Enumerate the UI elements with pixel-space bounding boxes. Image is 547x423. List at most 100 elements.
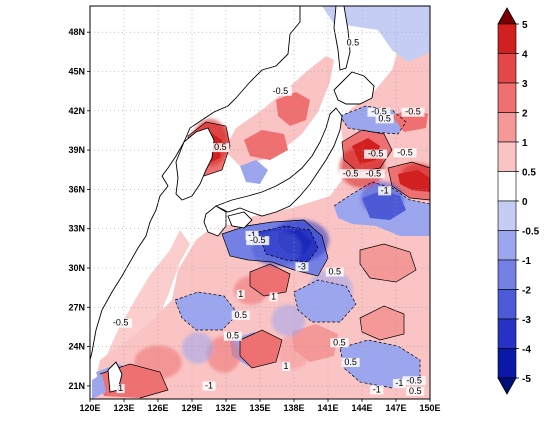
contour-label-bg — [231, 310, 250, 320]
contour-label: -0.5 — [405, 107, 421, 117]
contour-label: -1 — [373, 384, 381, 394]
y-tick-label: 30N — [68, 263, 85, 273]
contour-label-bg — [343, 38, 362, 48]
x-tick-label: 138E — [283, 403, 304, 413]
y-tick-label: 27N — [68, 302, 85, 312]
contour-label: -1 — [205, 381, 213, 391]
contour-label-bg — [370, 385, 384, 395]
contour-label-bg — [341, 357, 360, 367]
contour-label-bg — [401, 107, 425, 117]
contour-label-bg — [330, 338, 349, 348]
y-tick-label: 48N — [68, 27, 85, 37]
x-axis-ticks: 120E 123E 126E 129E 132E 135E 138E 141E 144E 147E… — [79, 399, 441, 413]
southern-negative-swirl-a — [175, 292, 238, 330]
contour-label-bg — [378, 186, 392, 196]
contour-label: 1 — [271, 291, 276, 301]
colorbar-bottom-arrow — [497, 377, 517, 395]
contour-label: 0.5 — [347, 37, 360, 47]
land-masses — [90, 6, 375, 393]
contour-label: -1 — [395, 378, 403, 388]
land-asia-mainland — [90, 6, 301, 361]
colorbar-tick-label: -4 — [522, 345, 531, 356]
contour-label: -0.5 — [368, 149, 384, 159]
contour-line-pocket-a — [249, 263, 291, 297]
colorbar-tick-label: -1 — [522, 256, 531, 267]
contour-label: 1 — [284, 361, 289, 371]
contour-label-bg — [392, 378, 406, 388]
contour-label-bg — [325, 267, 344, 277]
contour-line-east — [387, 161, 430, 201]
contour-label-bg — [246, 236, 270, 246]
contour-line-south-japan — [221, 219, 329, 277]
x-tick-label: 132E — [215, 403, 236, 413]
anomaly-blob-9 — [206, 336, 241, 373]
contour-label-bg — [295, 262, 309, 272]
contour-label: 0.5 — [344, 357, 357, 367]
contour-label: 1 — [118, 383, 123, 393]
contour-label-bg — [202, 381, 216, 391]
contour-label-bg — [245, 230, 259, 240]
anomaly-blob-12 — [181, 332, 214, 364]
land-japan-honshu — [214, 107, 343, 217]
colorbar-segment — [497, 259, 517, 290]
contour-lines — [99, 105, 430, 399]
land-japan-shikoku — [227, 211, 253, 229]
contour-label: 0.5 — [409, 386, 422, 396]
southern-positive-pocket-f — [360, 244, 416, 282]
y-tick-label: 42N — [68, 106, 85, 116]
x-tick-label: 126E — [147, 403, 168, 413]
colorbar-segment — [497, 112, 517, 143]
x-tick-label: 150E — [419, 403, 440, 413]
colorbar-tick-label: 0.5 — [522, 168, 536, 179]
colorbar-segment — [497, 348, 517, 379]
contour-labels: 0.5-0.50.5-0.5 -0.50.5-0.5 -0.5-0.5 -0.5-1-… — [109, 37, 426, 396]
y-axis-ticks: 21N 24N 27N 30N 33N 36N 39N 42N 45N 48N — [68, 27, 90, 391]
colorbar-tick-label: 3 — [522, 79, 528, 90]
contour-line-south-japan-inner — [257, 225, 319, 263]
anomaly-blob-11 — [352, 346, 408, 386]
anomaly-blob-14 — [271, 304, 306, 337]
contour-label-bg — [393, 148, 417, 158]
colorbar-tick-label: 2 — [522, 109, 528, 120]
contour-label: -0.5 — [273, 86, 289, 96]
contour-line-pocket-f — [359, 243, 417, 283]
colorbar-tick-label: 4 — [522, 50, 528, 61]
contour-label-bg — [364, 149, 388, 159]
contour-label-bg — [223, 331, 242, 341]
contour-label: -1 — [381, 185, 389, 195]
land-japan-hokkaido — [333, 71, 375, 105]
x-tick-label: 147E — [385, 403, 406, 413]
contour-label-bg — [406, 386, 425, 396]
colorbar-tick-label: -0.5 — [522, 227, 540, 238]
contour-label-bg — [269, 292, 278, 302]
japan-sea-positive-b — [244, 130, 288, 160]
colorbar-tick-label: -2 — [522, 286, 531, 297]
contour-line-sanriku — [341, 129, 393, 173]
contour-line-swirl-b — [293, 279, 357, 323]
colorbar-tick-label: 1 — [522, 138, 528, 149]
contour-label: -0.5 — [371, 107, 387, 117]
colorbar-tick-label: 0 — [522, 197, 528, 208]
south-boundary-negative — [92, 374, 106, 399]
contour-label: 0.5 — [378, 113, 391, 123]
contour-label: 0.5 — [333, 337, 346, 347]
colorbar-segment — [497, 289, 517, 320]
colorbar-tick-label: -5 — [522, 374, 531, 385]
contour-label-bg — [375, 114, 394, 124]
y-tick-label: 36N — [68, 184, 85, 194]
y-tick-label: 33N — [68, 224, 85, 234]
colorbar-segment — [497, 200, 517, 231]
contour-line-pocket-b — [99, 363, 169, 399]
x-tick-label: 135E — [249, 403, 270, 413]
contour-label-bg — [282, 361, 291, 371]
y-tick-label: 45N — [68, 67, 85, 77]
contour-label: -1 — [248, 230, 256, 240]
contour-label: 0.5 — [234, 310, 247, 320]
x-tick-label: 120E — [79, 403, 100, 413]
colorbar: 5 4 3 2 1 0.5 0 -0.5 -1 -2 -3 -4 -5 — [497, 7, 540, 395]
contour-label: 0.5 — [227, 331, 240, 341]
contour-label-bg — [211, 143, 230, 153]
x-tick-label: 144E — [351, 403, 372, 413]
contour-label-bg — [367, 107, 391, 117]
colorbar-segment — [497, 230, 517, 261]
